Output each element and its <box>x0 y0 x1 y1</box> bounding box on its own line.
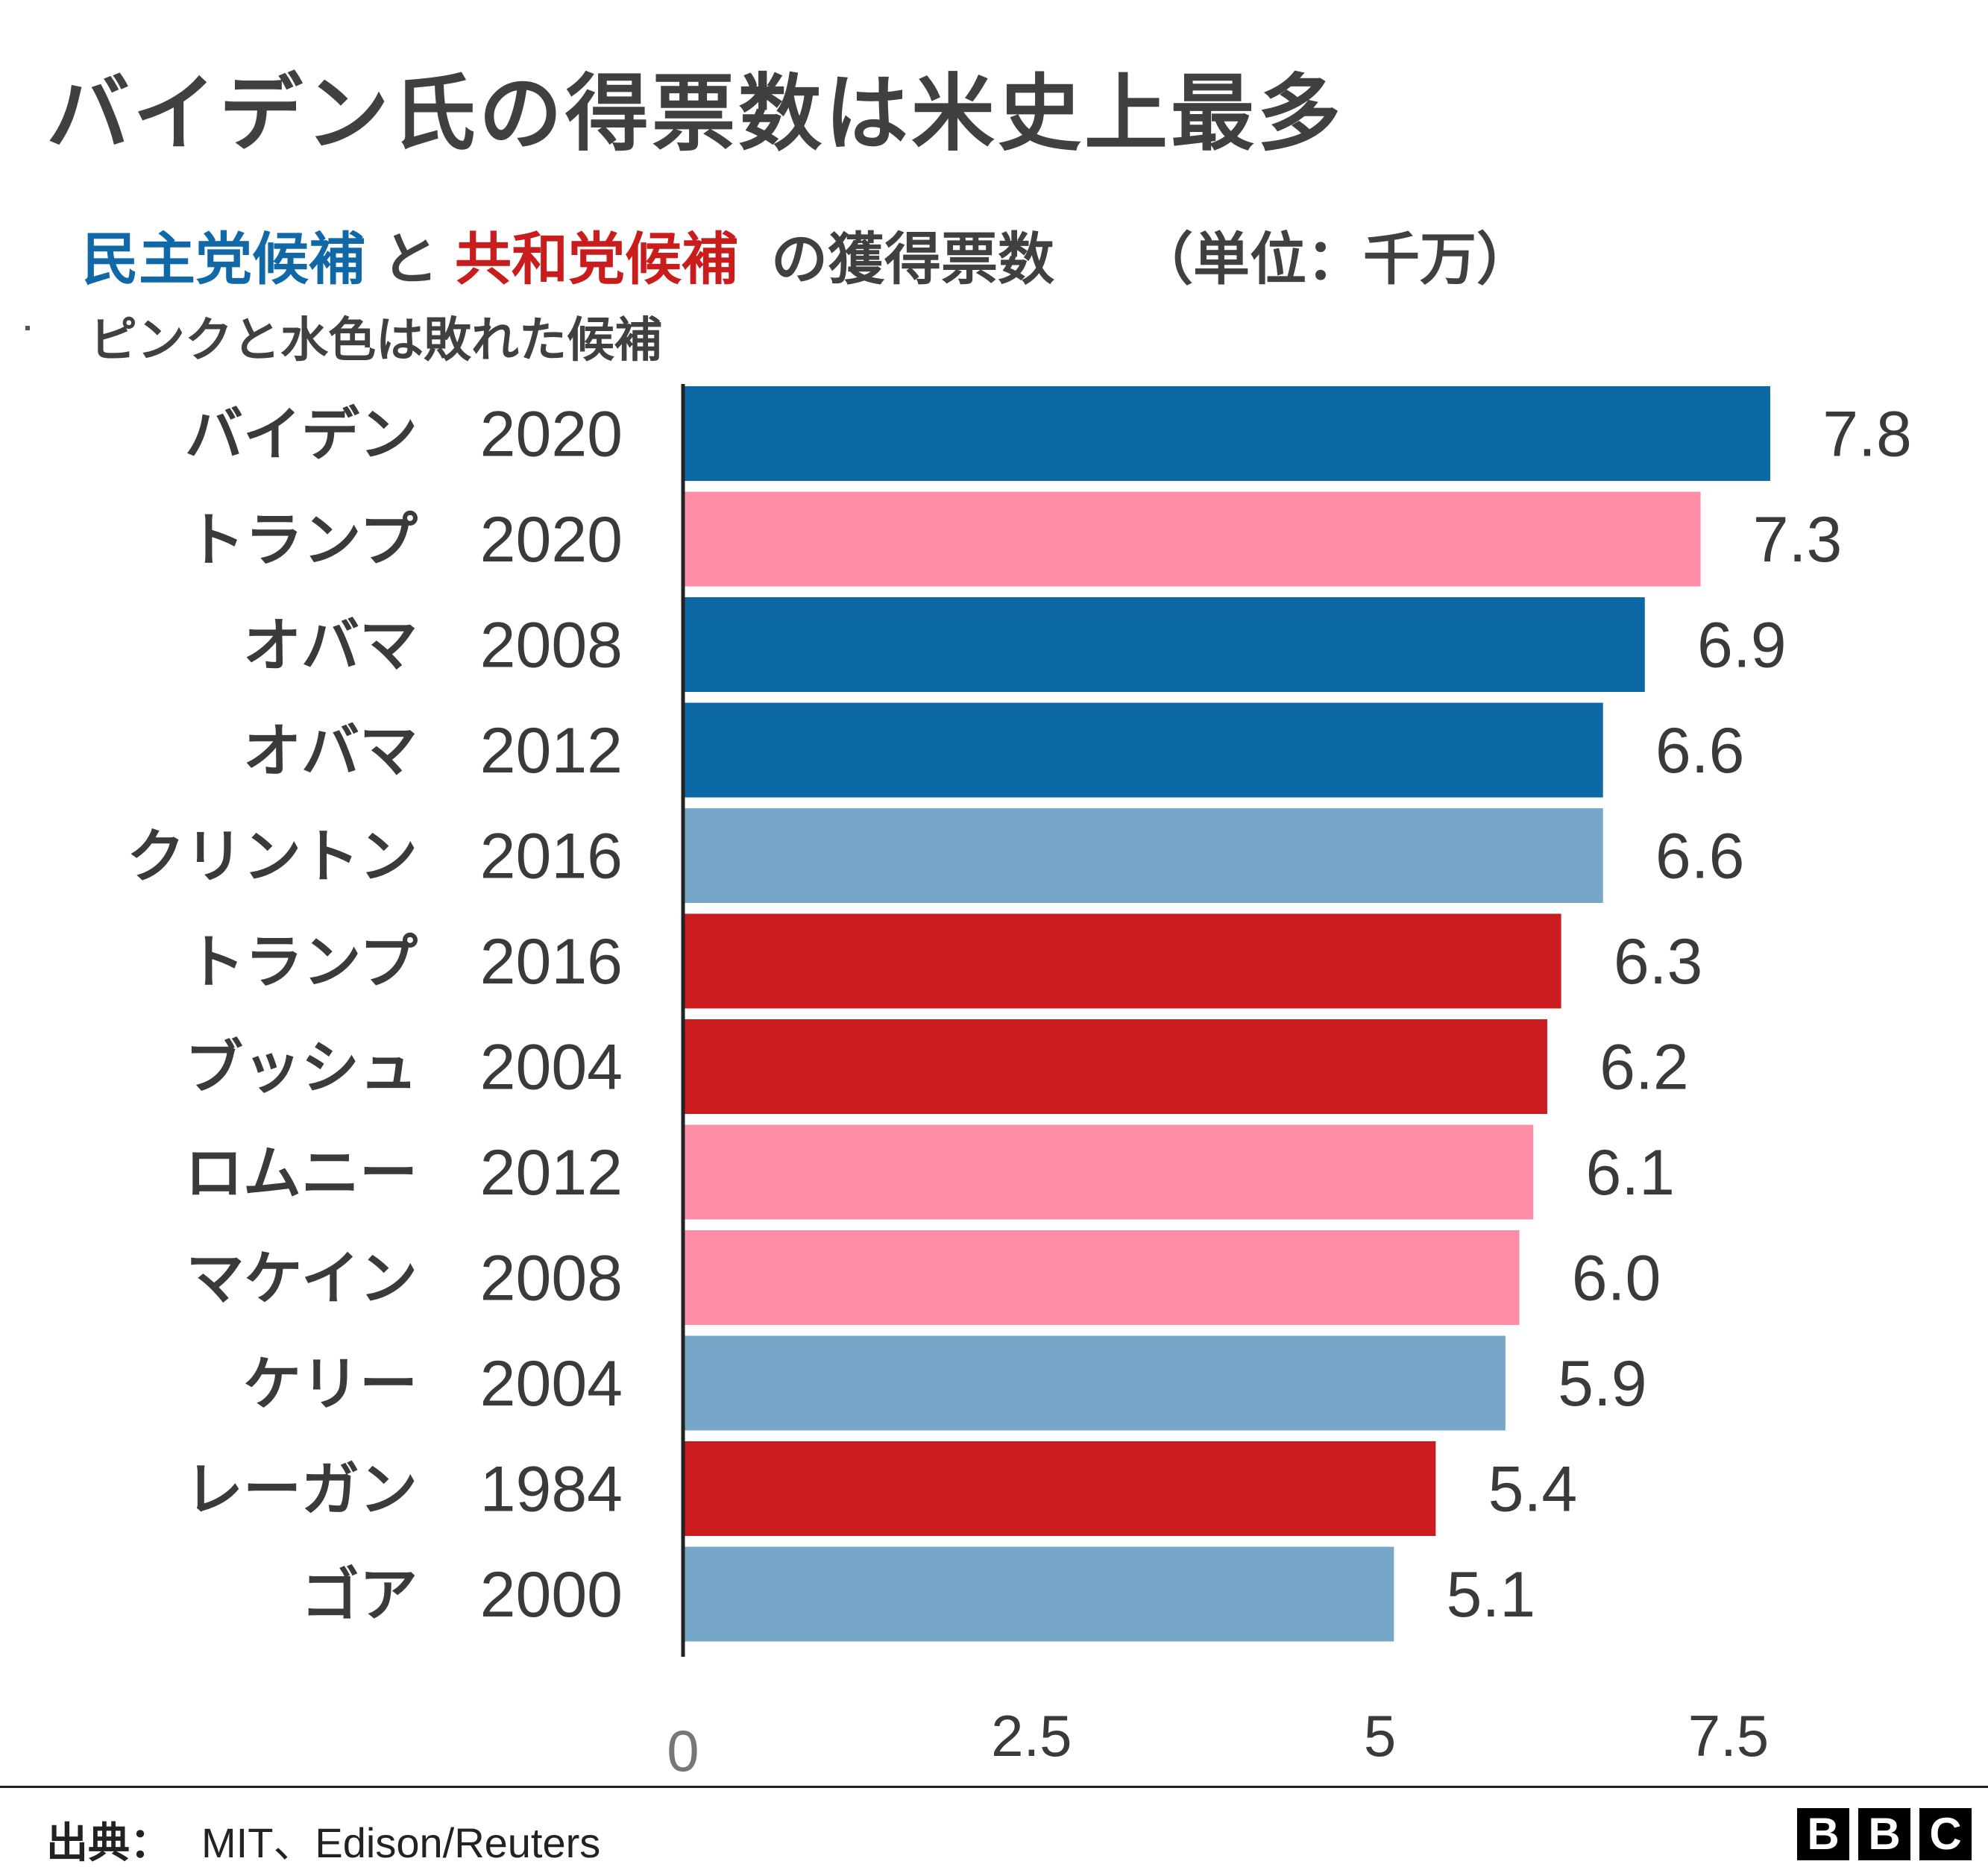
subtitle-unit: （単位：千万） <box>1136 226 1533 292</box>
value-labels-group: 7.8 7.3 6.9 6.6 6.6 6.3 6.2 6.1 6.0 5.9 5.4 5.1 <box>1447 399 1912 1631</box>
bars-group <box>683 386 1770 1642</box>
bar-6 <box>683 1019 1547 1114</box>
source-note: 出典： MIT、Edison/Reuters <box>46 1810 600 1870</box>
category-name-2: オバマ <box>243 613 418 679</box>
category-name-0: バイデン <box>185 402 418 468</box>
bar-2 <box>683 597 1645 692</box>
category-name-11: ゴア <box>301 1562 418 1628</box>
bar-3 <box>683 702 1603 798</box>
category-year-10: 1984 <box>480 1454 623 1526</box>
category-name-1: トランプ <box>186 507 418 573</box>
value-label-8: 6.0 <box>1572 1243 1661 1315</box>
bbc-logo: B B C <box>1797 1808 1972 1860</box>
bar-7 <box>683 1124 1534 1220</box>
y-labels-group: バイデン 2020 トランプ 2020 オバマ 2008 オバマ 2012 クリントン 2016 ト… <box>127 399 623 1631</box>
bar-0 <box>683 386 1770 481</box>
value-label-2: 6.9 <box>1697 610 1787 681</box>
x-tick-label-0: 0 <box>667 1718 699 1784</box>
category-year-7: 2012 <box>480 1137 623 1209</box>
x-tick-label-3: 7.5 <box>1688 1703 1769 1769</box>
category-name-8: マケイン <box>186 1246 418 1312</box>
subtitle-suffix: の獲得票数 <box>771 226 1054 292</box>
note-bullet <box>25 326 30 330</box>
chart-note: ピンクと水色は敗れた候補 <box>89 313 662 368</box>
category-name-4: クリントン <box>127 824 418 890</box>
bar-9 <box>683 1335 1506 1431</box>
value-label-6: 6.2 <box>1599 1032 1689 1104</box>
source-label: 出典： <box>46 1819 172 1866</box>
category-year-6: 2004 <box>480 1032 623 1104</box>
value-label-4: 6.6 <box>1655 821 1745 892</box>
bar-1 <box>683 491 1701 587</box>
category-name-9: ケリー <box>243 1351 418 1417</box>
bar-chart: 7.8 7.3 6.9 6.6 6.6 6.3 6.2 6.1 6.0 5.9 5.4 5.1 バイデ… <box>127 384 1912 1784</box>
category-year-2: 2008 <box>480 610 623 681</box>
value-label-5: 6.3 <box>1614 926 1703 998</box>
category-name-7: ロムニー <box>185 1140 418 1206</box>
category-year-5: 2016 <box>480 926 623 998</box>
value-label-3: 6.6 <box>1655 715 1745 787</box>
category-year-4: 2016 <box>480 821 623 892</box>
source-text: MIT、Edison/Reuters <box>201 1819 601 1866</box>
category-year-9: 2004 <box>480 1348 623 1420</box>
value-label-1: 7.3 <box>1753 504 1843 576</box>
bar-5 <box>683 913 1561 1009</box>
subtitle-democratic: 民主党候補 <box>82 226 365 292</box>
x-ticks-group: 0 2.5 5 7.5 <box>667 1703 1769 1784</box>
category-year-3: 2012 <box>480 715 623 787</box>
value-label-10: 5.4 <box>1488 1454 1578 1526</box>
category-year-8: 2008 <box>480 1243 623 1315</box>
category-name-6: ブッシュ <box>185 1035 418 1101</box>
value-label-9: 5.9 <box>1558 1348 1647 1420</box>
logo-letter-c: C <box>1919 1808 1972 1860</box>
chart-subtitle: 民主党候補と共和党候補 の獲得票数 （単位：千万） <box>82 213 1533 295</box>
x-tick-label-2: 5 <box>1364 1703 1396 1769</box>
category-year-1: 2020 <box>480 504 623 576</box>
value-label-11: 5.1 <box>1447 1559 1536 1631</box>
footer-divider <box>0 1786 1988 1788</box>
category-name-5: トランプ <box>186 929 418 995</box>
category-year-0: 2020 <box>480 399 623 470</box>
bar-4 <box>683 808 1603 903</box>
logo-letter-b2: B <box>1858 1808 1910 1860</box>
bar-10 <box>683 1441 1436 1536</box>
category-name-3: オバマ <box>243 718 418 784</box>
logo-letter-b1: B <box>1797 1808 1849 1860</box>
subtitle-and: と <box>382 226 438 292</box>
value-label-7: 6.1 <box>1585 1137 1675 1209</box>
x-tick-label-1: 2.5 <box>991 1703 1072 1769</box>
value-label-0: 7.8 <box>1822 399 1912 470</box>
bar-11 <box>683 1546 1394 1642</box>
category-name-10: レーガン <box>185 1457 418 1523</box>
subtitle-republican: 共和党候補 <box>455 226 738 292</box>
category-year-11: 2000 <box>480 1559 623 1631</box>
bar-8 <box>683 1230 1520 1325</box>
chart-title: バイデン氏の得票数は米史上最多 <box>46 66 1344 163</box>
